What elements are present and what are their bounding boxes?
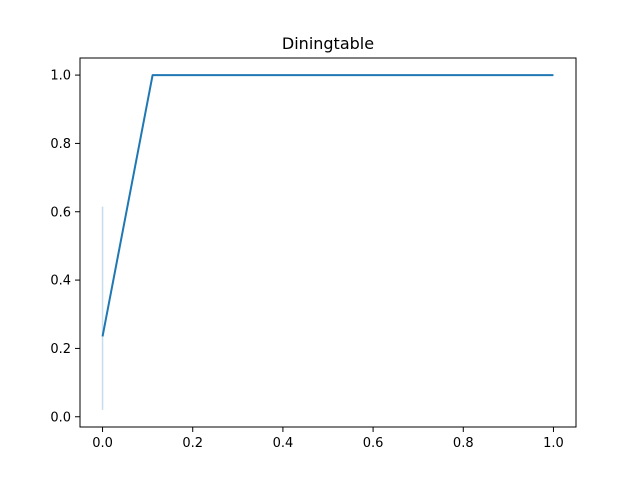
x-tick-label-2: 0.4: [273, 436, 294, 451]
x-tick-label-5: 1.0: [543, 436, 564, 451]
x-axis-ticks: 0.0 0.2 0.4 0.6 0.8 1.0: [92, 427, 564, 451]
y-axis-ticks: 0.0 0.2 0.4 0.6 0.8 1.0: [50, 69, 80, 425]
y-tick-label-5: 1.0: [50, 69, 71, 84]
series-layer: [101, 74, 554, 337]
y-tick-label-0: 0.0: [50, 410, 71, 425]
chart-title: Diningtable: [282, 34, 374, 53]
y-tick-label-4: 0.8: [50, 137, 71, 152]
series-line-0: [101, 74, 554, 337]
y-tick-label-3: 0.6: [50, 205, 71, 220]
x-tick-label-3: 0.6: [363, 436, 384, 451]
y-tick-label-2: 0.4: [50, 274, 71, 289]
x-tick-label-0: 0.0: [92, 436, 113, 451]
x-tick-label-1: 0.2: [182, 436, 203, 451]
plot-frame: [79, 57, 577, 428]
y-tick-label-1: 0.2: [50, 342, 71, 357]
x-tick-label-4: 0.8: [453, 436, 474, 451]
